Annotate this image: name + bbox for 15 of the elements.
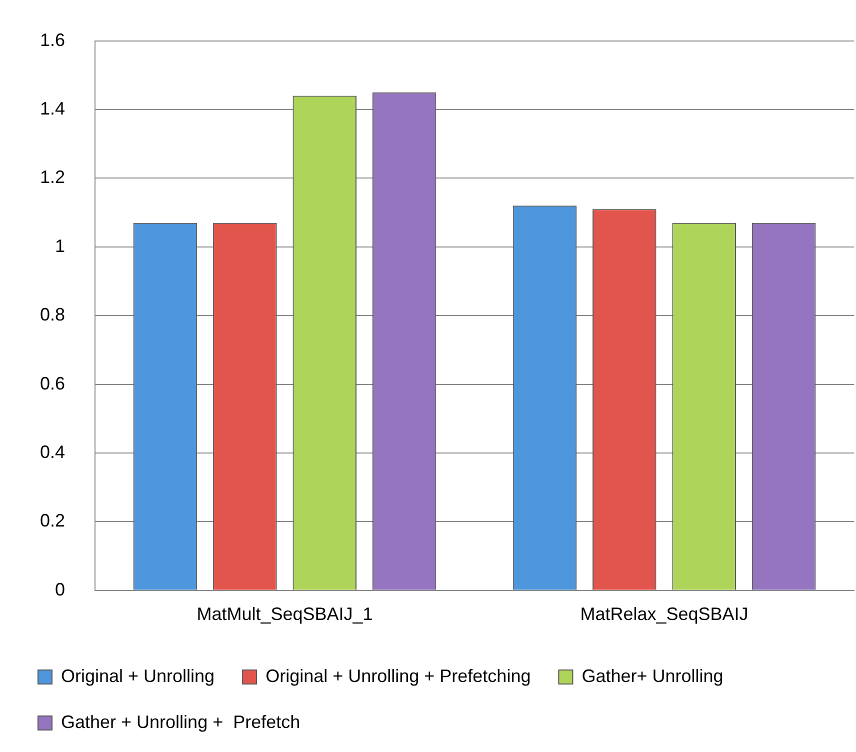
legend-label: Original + Unrolling + Prefetching: [266, 666, 531, 686]
y-tick-label: 0: [55, 579, 66, 600]
x-tick-label: MatRelax_SeqSBAIJ: [580, 604, 748, 624]
y-tick-label: 0.2: [40, 510, 66, 531]
y-tick-label: 1.4: [40, 98, 66, 118]
y-tick-label: 0.6: [40, 373, 66, 394]
y-tick-label: 1.2: [40, 167, 66, 188]
y-tick-label: 1.6: [40, 30, 66, 50]
x-tick-label: MatMult_SeqSBAIJ_1: [196, 604, 373, 624]
legend-label: Gather+ Unrolling: [582, 666, 724, 686]
y-tick-label: 0.4: [40, 442, 66, 462]
legend-label: Original + Unrolling: [61, 666, 215, 686]
legend-label: Gather + Unrolling + Prefetch: [61, 712, 300, 732]
y-tick-label: 0.8: [40, 304, 66, 325]
y-tick-label: 1: [55, 236, 66, 256]
